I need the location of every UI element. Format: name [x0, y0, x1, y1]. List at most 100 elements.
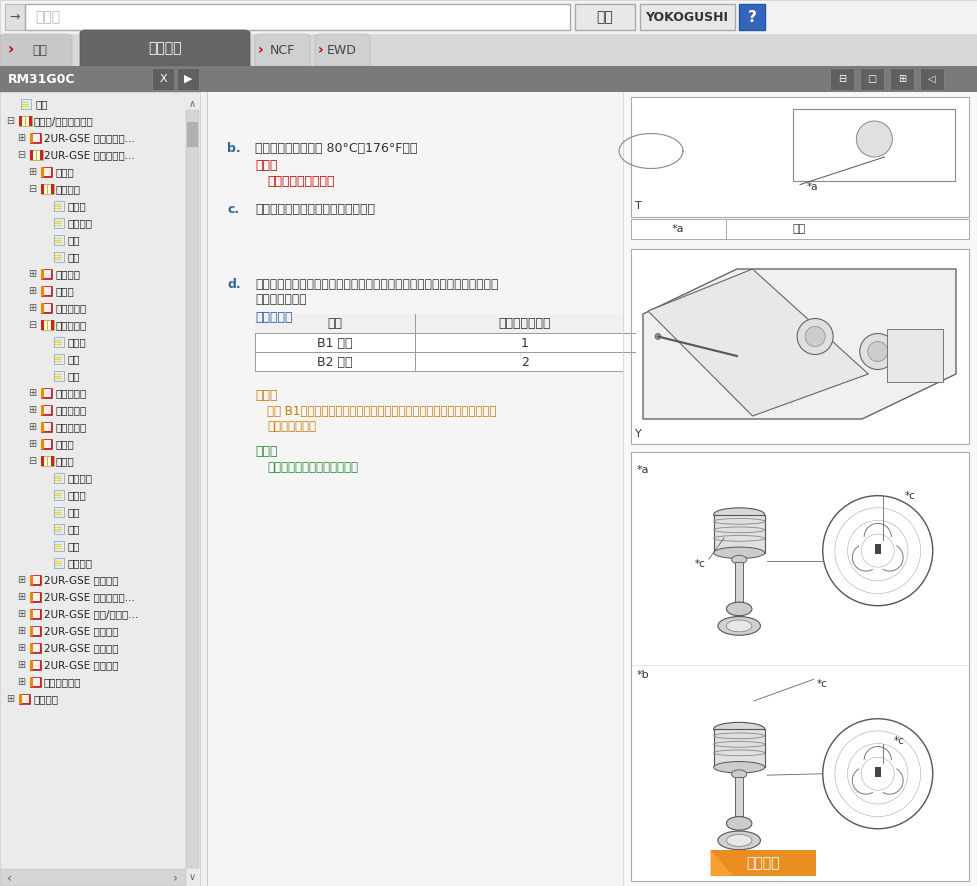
- Text: ⊞: ⊞: [28, 286, 36, 296]
- Bar: [55, 237, 62, 239]
- Ellipse shape: [713, 722, 765, 735]
- Text: 传动系统: 传动系统: [33, 694, 58, 704]
- Bar: [55, 344, 62, 345]
- Bar: [55, 543, 62, 545]
- Bar: [19, 116, 32, 126]
- Bar: [55, 341, 62, 343]
- Bar: [177, 68, 199, 90]
- Circle shape: [805, 327, 826, 346]
- Text: 概述: 概述: [35, 99, 48, 109]
- Text: ›: ›: [8, 43, 15, 58]
- Bar: [55, 339, 62, 341]
- Bar: [5, 4, 25, 30]
- Polygon shape: [643, 269, 956, 419]
- Bar: [874, 544, 880, 554]
- Bar: [19, 694, 30, 704]
- Text: 2UR-GSE 发动机机械...: 2UR-GSE 发动机机械...: [44, 150, 135, 160]
- Bar: [30, 575, 41, 585]
- Text: ⊞: ⊞: [28, 303, 36, 313]
- Bar: [19, 116, 22, 126]
- Bar: [33, 610, 40, 618]
- Bar: [55, 476, 62, 477]
- Text: 检查: 检查: [68, 524, 80, 534]
- Text: 活塞和活塞销是一组配套件。: 活塞和活塞销是一组配套件。: [267, 461, 358, 474]
- Bar: [55, 531, 62, 532]
- Bar: [41, 184, 54, 194]
- Text: 更换: 更换: [68, 541, 80, 551]
- Text: ⊞: ⊞: [17, 677, 25, 687]
- Text: NCF: NCF: [270, 43, 295, 57]
- Bar: [0, 0, 977, 34]
- Text: 项目: 项目: [327, 316, 343, 330]
- Bar: [55, 376, 62, 377]
- Bar: [41, 269, 44, 279]
- Text: ⊟: ⊟: [17, 150, 25, 160]
- Bar: [30, 643, 33, 653]
- Bar: [55, 222, 62, 224]
- Bar: [30, 592, 33, 602]
- Text: 2UR-GSE 燃油系统: 2UR-GSE 燃油系统: [44, 575, 118, 585]
- Bar: [44, 304, 51, 312]
- Text: 提示：: 提示：: [255, 445, 277, 458]
- Ellipse shape: [732, 770, 746, 778]
- Bar: [30, 660, 33, 670]
- Text: 警告：: 警告：: [255, 159, 277, 172]
- Bar: [55, 564, 62, 566]
- Text: ?: ?: [747, 10, 756, 25]
- Text: 安装: 安装: [68, 371, 80, 381]
- Text: 逐渐将活塞加热到约 80°C（176°F）。: 逐渐将活塞加热到约 80°C（176°F）。: [255, 142, 417, 155]
- Text: *a: *a: [807, 182, 819, 192]
- Bar: [29, 116, 32, 126]
- Bar: [631, 249, 969, 444]
- Text: *b: *b: [637, 670, 650, 680]
- Bar: [30, 643, 41, 653]
- Bar: [33, 644, 40, 652]
- Bar: [54, 252, 64, 262]
- Text: c.: c.: [227, 203, 239, 216]
- Bar: [55, 374, 62, 375]
- Bar: [55, 494, 62, 496]
- Text: □: □: [868, 74, 876, 84]
- Bar: [55, 493, 62, 494]
- Text: 务必佩戴保护手套。: 务必佩戴保护手套。: [267, 175, 334, 188]
- Circle shape: [868, 341, 888, 361]
- Bar: [41, 405, 52, 415]
- Text: T: T: [635, 201, 642, 211]
- Ellipse shape: [713, 547, 765, 558]
- Text: ∧: ∧: [189, 99, 195, 109]
- Polygon shape: [80, 30, 250, 66]
- Bar: [44, 287, 51, 295]
- Bar: [41, 167, 52, 177]
- Bar: [0, 869, 186, 886]
- Bar: [631, 97, 969, 217]
- Bar: [55, 479, 62, 481]
- Text: ⊟: ⊟: [838, 74, 846, 84]
- Text: ⊞: ⊞: [28, 439, 36, 449]
- Bar: [631, 219, 969, 239]
- Bar: [713, 515, 765, 553]
- Text: *c: *c: [906, 491, 916, 501]
- Bar: [920, 68, 944, 90]
- Text: 车上检查: 车上检查: [68, 218, 93, 228]
- Text: ⊟: ⊟: [6, 116, 14, 126]
- Text: ▶: ▶: [184, 74, 192, 84]
- Bar: [55, 509, 62, 511]
- Bar: [44, 406, 51, 414]
- Ellipse shape: [727, 835, 752, 846]
- Bar: [55, 361, 62, 362]
- Text: ⊞: ⊞: [17, 626, 25, 636]
- Ellipse shape: [713, 762, 765, 773]
- Bar: [54, 473, 64, 483]
- Bar: [44, 270, 51, 278]
- Text: 凸轮轴: 凸轮轴: [55, 286, 73, 296]
- Bar: [54, 235, 64, 245]
- Text: ⊞: ⊞: [28, 405, 36, 415]
- Polygon shape: [710, 850, 734, 876]
- Bar: [22, 104, 29, 105]
- Bar: [640, 4, 735, 30]
- Text: 1: 1: [521, 337, 529, 349]
- Text: 2: 2: [521, 355, 529, 369]
- Text: →: →: [10, 11, 21, 24]
- Bar: [30, 660, 41, 670]
- Bar: [55, 514, 62, 515]
